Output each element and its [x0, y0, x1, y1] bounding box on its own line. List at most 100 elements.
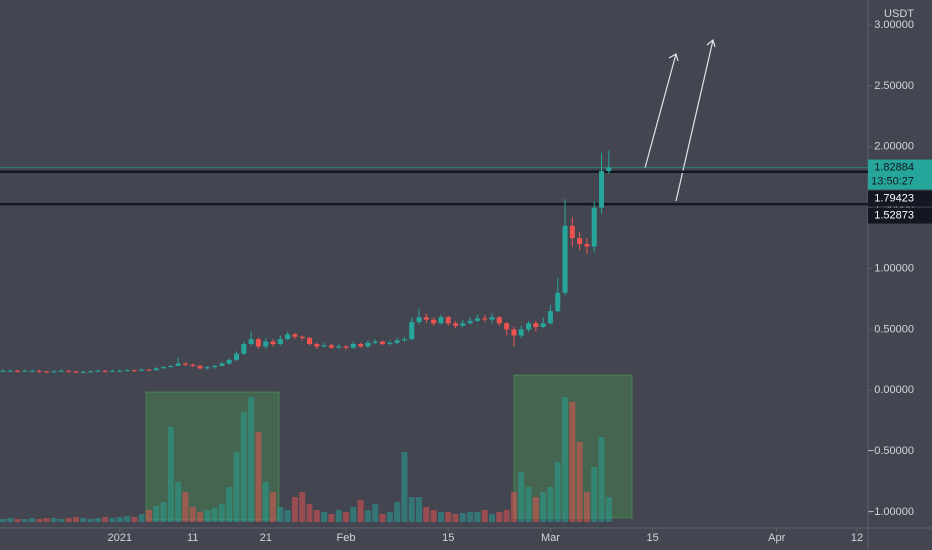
candle-body — [22, 370, 28, 372]
volume-bar — [299, 492, 306, 522]
candle-body — [117, 370, 123, 372]
volume-bar — [124, 516, 131, 522]
x-tick-label: 2021 — [107, 532, 131, 544]
price-line-label: 1.79423 — [874, 192, 914, 204]
candle-body — [204, 367, 210, 369]
candle-body — [394, 340, 400, 343]
candle-body — [489, 317, 495, 320]
candle-body — [307, 337, 313, 345]
volume-bar — [591, 467, 598, 522]
candle-body — [80, 372, 86, 374]
volume-bar — [350, 507, 357, 522]
candle-body — [482, 318, 488, 320]
volume-bar — [547, 487, 554, 522]
countdown-label: 13:50:27 — [871, 175, 914, 187]
volume-bar — [284, 510, 291, 522]
candle-body — [44, 371, 50, 373]
x-tick-label: 15 — [647, 532, 659, 544]
candle-body — [248, 339, 254, 345]
y-tick-label: 0.50000 — [874, 323, 914, 335]
candle-body — [518, 329, 524, 336]
volume-bar — [204, 510, 211, 522]
candle-body — [0, 370, 6, 372]
arrows — [644, 38, 716, 202]
volume-bar — [540, 492, 547, 522]
candle-body — [29, 370, 35, 372]
volume-bar — [0, 519, 6, 522]
volume-bar — [21, 519, 28, 522]
volume-bar — [416, 497, 423, 522]
candle-body — [526, 323, 532, 330]
candle-body — [336, 346, 342, 348]
candle-body — [409, 322, 415, 340]
volume-bar — [364, 510, 371, 522]
candle-body — [438, 317, 444, 324]
candle-body — [372, 341, 378, 343]
y-tick-label: 2.50000 — [874, 80, 914, 92]
volume-bar — [131, 517, 138, 522]
volume-bar — [109, 518, 116, 522]
volume-bar — [496, 512, 503, 522]
volume-bar — [467, 512, 474, 522]
volume-bar — [87, 519, 94, 522]
volume-bar — [510, 492, 517, 522]
volume-bar — [7, 518, 14, 522]
candle-body — [584, 244, 590, 247]
candle-body — [365, 342, 371, 347]
candle-body — [401, 339, 407, 341]
volume-bar — [65, 518, 72, 522]
candle-body — [219, 363, 225, 366]
arrow-head — [668, 53, 679, 62]
volume-bar — [459, 513, 466, 522]
candle-body — [285, 334, 291, 340]
volume-bar — [277, 507, 284, 522]
candle-body — [350, 344, 356, 348]
volume-bar — [291, 497, 298, 522]
volume-bar — [394, 502, 401, 522]
volume-bar — [160, 502, 167, 522]
candle-body — [496, 317, 502, 324]
candle-body — [292, 334, 298, 337]
candle-body — [299, 336, 305, 338]
volume-bar — [313, 510, 320, 522]
x-tick-label: 15 — [442, 532, 454, 544]
candle-body — [467, 320, 473, 324]
candle-body — [358, 344, 364, 347]
candle-body — [234, 353, 240, 360]
candle-body — [15, 370, 21, 372]
candle-body — [88, 371, 94, 373]
candle-body — [270, 341, 276, 345]
candle-body — [73, 371, 79, 373]
candle-body — [577, 238, 583, 245]
candle-body — [226, 359, 232, 364]
x-tick-label: 11 — [187, 532, 198, 544]
candle-body — [51, 371, 57, 373]
volume-bar — [503, 510, 510, 522]
volume-bar — [583, 492, 590, 522]
arrow — [675, 39, 714, 202]
last-price-box — [868, 159, 932, 190]
arrow — [644, 53, 677, 169]
candle-body — [591, 207, 597, 247]
volume-bar — [233, 452, 240, 522]
candle-body — [7, 370, 13, 372]
volume-bar — [379, 514, 386, 522]
x-tick-label: Feb — [337, 532, 356, 544]
candle-body — [343, 346, 349, 348]
volume-bar — [102, 517, 109, 522]
volume-bar — [452, 514, 459, 522]
unit-label: USDT — [884, 8, 914, 20]
last-price-label: 1.82884 — [874, 161, 914, 173]
y-tick-label: 2.00000 — [874, 141, 914, 153]
volume-bar — [518, 472, 525, 522]
volume-bar — [408, 497, 415, 522]
candle-body — [511, 329, 517, 336]
volume-bar — [175, 482, 182, 522]
candle-body — [606, 167, 612, 172]
volume-bar — [554, 462, 561, 522]
volume-bar — [532, 497, 539, 522]
volume-bar — [262, 482, 269, 522]
price-line-label: 1.52873 — [874, 209, 914, 221]
candle-body — [58, 370, 64, 372]
volume-bar — [569, 402, 576, 522]
